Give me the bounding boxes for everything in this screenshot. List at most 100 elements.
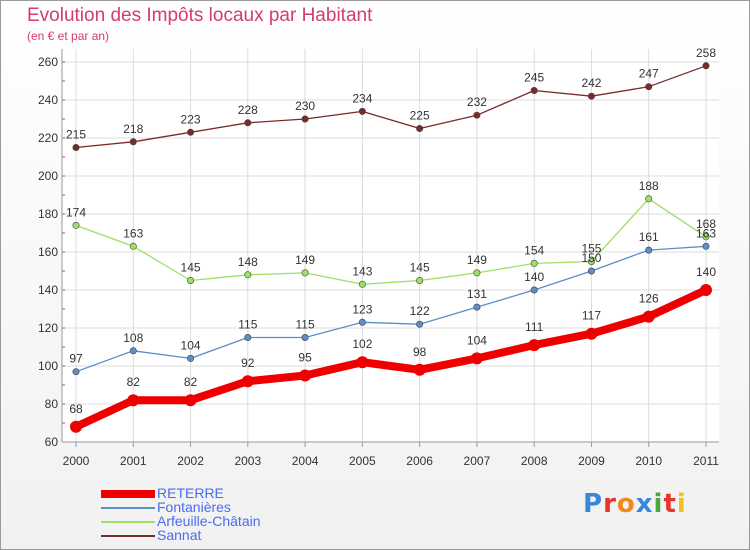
data-point-fontanieres [645, 246, 653, 254]
x-tick-label: 2010 [635, 454, 662, 468]
data-label-reterre: 68 [69, 402, 83, 416]
data-label-sannat: 218 [123, 122, 143, 136]
data-label-reterre: 104 [467, 333, 487, 347]
data-point-sannat [72, 144, 80, 152]
data-point-reterre [127, 394, 140, 407]
logo-letter: r [603, 489, 617, 519]
y-tick-label: 80 [45, 397, 59, 411]
data-label-arfeuille-chatain: 168 [696, 217, 716, 231]
data-label-fontanieres: 161 [639, 230, 659, 244]
legend-swatch-reterre [101, 490, 155, 498]
data-point-reterre [642, 310, 655, 323]
data-label-arfeuille-chatain: 143 [352, 264, 372, 278]
data-point-fontanieres [473, 303, 481, 311]
series-line-sannat [75, 65, 707, 149]
data-label-arfeuille-chatain: 155 [581, 242, 601, 256]
data-label-sannat: 228 [238, 103, 258, 117]
data-point-reterre [413, 363, 426, 376]
data-point-fontanieres [587, 267, 595, 275]
legend-label-reterre: RETERRE [157, 485, 224, 501]
y-tick-label: 200 [38, 169, 58, 183]
logo-letter: t [663, 489, 677, 519]
data-label-fontanieres: 104 [181, 338, 201, 352]
data-label-sannat: 258 [696, 46, 716, 60]
data-point-sannat [587, 92, 595, 100]
data-point-arfeuille-chatain [129, 242, 137, 250]
data-point-fontanieres [530, 286, 538, 294]
data-label-reterre: 126 [639, 292, 659, 306]
logo-letter: x [635, 489, 654, 519]
legend-swatch-arfeuille-chatain [101, 521, 155, 523]
data-label-reterre: 102 [352, 337, 372, 351]
legend-swatch-sannat [101, 535, 155, 537]
data-point-reterre [356, 356, 369, 369]
data-point-sannat [187, 128, 195, 136]
data-point-fontanieres [358, 318, 366, 326]
logo-letter: i [676, 489, 687, 519]
data-point-arfeuille-chatain [473, 269, 481, 277]
data-label-reterre: 92 [241, 356, 255, 370]
data-point-sannat [301, 115, 309, 123]
data-label-fontanieres: 150 [581, 251, 601, 265]
data-label-sannat: 242 [581, 76, 601, 90]
legend-label-sannat: Sannat [157, 527, 202, 543]
data-label-arfeuille-chatain: 149 [295, 253, 315, 267]
chart-subtitle: (en € et par an) [27, 29, 110, 43]
data-point-fontanieres [301, 333, 309, 341]
data-label-arfeuille-chatain: 154 [524, 243, 544, 257]
data-label-sannat: 225 [410, 109, 430, 123]
data-point-reterre [470, 352, 483, 365]
data-point-sannat [129, 138, 137, 146]
y-tick-label: 180 [38, 207, 58, 221]
data-label-fontanieres: 97 [69, 352, 83, 366]
data-label-reterre: 82 [127, 375, 141, 389]
data-point-sannat [244, 119, 252, 127]
series-line-reterre [72, 286, 710, 431]
data-label-sannat: 215 [66, 128, 86, 142]
data-point-sannat [645, 83, 653, 91]
data-label-fontanieres: 131 [467, 287, 487, 301]
y-tick-label: 120 [38, 321, 58, 335]
y-tick-label: 60 [45, 435, 59, 449]
data-point-fontanieres [187, 354, 195, 362]
data-point-arfeuille-chatain [301, 269, 309, 277]
data-point-arfeuille-chatain [530, 259, 538, 267]
y-tick-label: 160 [38, 245, 58, 259]
plot-area [62, 49, 719, 442]
data-label-reterre: 117 [582, 309, 601, 323]
data-label-reterre: 82 [184, 375, 198, 389]
x-tick-label: 2007 [464, 454, 491, 468]
data-label-sannat: 232 [467, 95, 487, 109]
data-point-arfeuille-chatain [645, 195, 653, 203]
data-point-fontanieres [702, 242, 710, 250]
data-point-reterre [184, 394, 197, 407]
y-tick-label: 240 [38, 93, 58, 107]
data-point-arfeuille-chatain [587, 257, 595, 265]
data-label-arfeuille-chatain: 174 [66, 205, 86, 219]
data-point-sannat [530, 87, 538, 95]
x-tick-label: 2003 [234, 454, 261, 468]
data-label-fontanieres: 122 [410, 304, 430, 318]
y-tick-label: 140 [38, 283, 58, 297]
data-label-sannat: 230 [295, 99, 315, 113]
data-point-arfeuille-chatain [244, 271, 252, 279]
data-label-sannat: 223 [181, 112, 201, 126]
data-label-arfeuille-chatain: 149 [467, 253, 487, 267]
data-label-arfeuille-chatain: 188 [639, 179, 659, 193]
data-point-sannat [473, 111, 481, 119]
data-point-reterre [528, 339, 541, 352]
data-point-fontanieres [244, 333, 252, 341]
x-tick-label: 2009 [578, 454, 605, 468]
data-label-reterre: 98 [413, 345, 427, 359]
data-label-fontanieres: 123 [352, 302, 372, 316]
data-label-fontanieres: 163 [696, 226, 716, 240]
data-point-arfeuille-chatain [358, 280, 366, 288]
data-point-reterre [299, 369, 312, 382]
data-point-fontanieres [72, 368, 80, 376]
data-label-sannat: 247 [639, 67, 659, 81]
x-tick-label: 2011 [693, 454, 719, 468]
y-tick-label: 100 [38, 359, 58, 373]
logo-letter: P [583, 489, 604, 519]
data-point-arfeuille-chatain [702, 233, 710, 241]
